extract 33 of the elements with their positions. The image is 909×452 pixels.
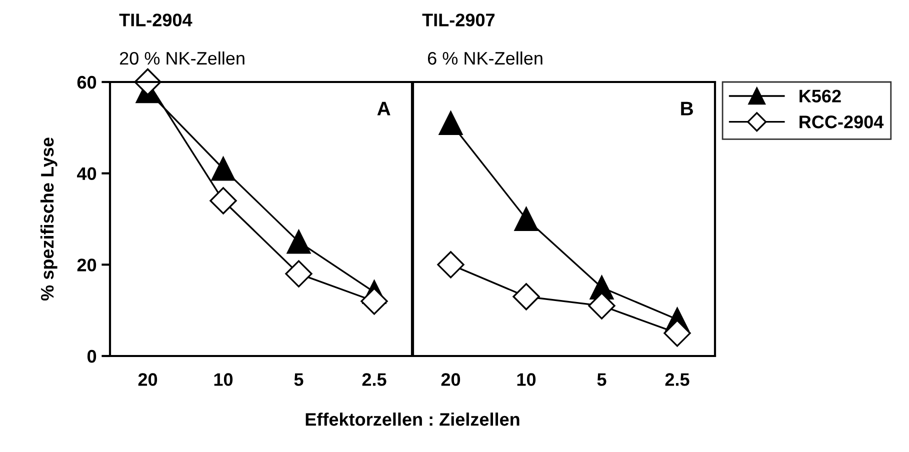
y-tick-label: 40 <box>77 167 96 180</box>
point <box>437 251 464 278</box>
legend-label: K562 <box>800 90 841 102</box>
x-tick-label: 20 <box>441 373 460 386</box>
y-tick-label: 0 <box>87 350 96 363</box>
x-tick-label: 20 <box>138 373 158 386</box>
annotation: B <box>681 102 693 116</box>
chart-subtitle: 6 % NK-Zellen <box>428 51 542 65</box>
point <box>588 292 616 320</box>
x-axis-title: Effektorzellen : Zielzellen <box>306 412 520 426</box>
annotation: A <box>377 102 390 116</box>
x-tick-label: 10 <box>517 373 536 386</box>
point <box>211 156 236 181</box>
chart-title: TIL-2904 <box>119 14 192 26</box>
x-tick-label: 2.5 <box>362 373 386 386</box>
chart-title: TIL-2907 <box>422 14 495 26</box>
y-tick-label: 60 <box>77 76 96 89</box>
chart-subtitle: 20 % NK-Zellen <box>120 51 244 65</box>
y-axis-title: % spezifische Lyse <box>40 138 58 300</box>
point <box>514 207 538 231</box>
point <box>286 230 311 254</box>
point <box>664 320 691 347</box>
x-tick-label: 5 <box>294 373 304 386</box>
point <box>512 283 540 310</box>
legend-label: RCC-2904 <box>800 116 884 128</box>
point <box>210 187 237 214</box>
point <box>360 288 388 315</box>
x-tick-label: 10 <box>214 373 233 386</box>
x-tick-label: 2.5 <box>665 373 690 386</box>
x-tick-label: 5 <box>597 373 606 386</box>
point <box>285 260 312 288</box>
point <box>438 111 463 136</box>
y-tick-label: 20 <box>77 258 96 272</box>
